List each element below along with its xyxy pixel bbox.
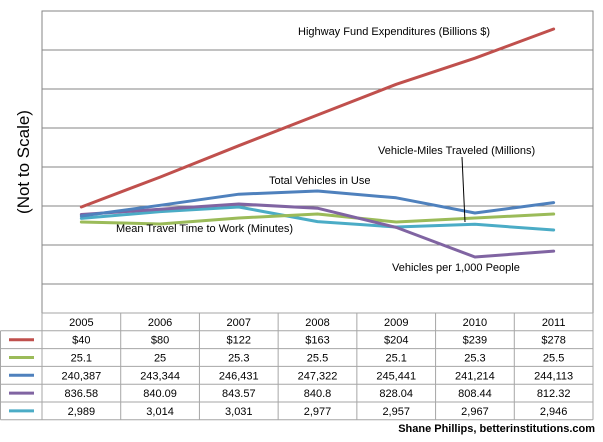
table-cell: 3,031 [225, 406, 253, 418]
table-cell: 2,967 [461, 406, 489, 418]
table-cell: 836.58 [65, 388, 99, 400]
table-cell: 25.5 [543, 353, 564, 365]
series-line-3 [79, 202, 556, 259]
table-cell: $163 [305, 335, 329, 347]
table-cell: 25 [154, 353, 166, 365]
table-cell: 25.3 [228, 353, 249, 365]
annotation-label: Vehicles per 1,000 People [392, 262, 520, 274]
data-table: 2005 2006 2007 2008 2009 2010 2011 $40 $80 $122 $1… [0, 312, 594, 421]
table-cell: 240,387 [61, 370, 101, 382]
table-cell: $122 [227, 335, 251, 347]
table-cell: 2,946 [540, 406, 568, 418]
table-header-year: 2008 [305, 317, 329, 329]
table-header-year: 2006 [148, 317, 172, 329]
table-header-year: 2009 [384, 317, 408, 329]
table-header-year: 2007 [227, 317, 251, 329]
annotation-label: Mean Travel Time to Work (Minutes) [116, 223, 293, 235]
table-cell: 2,957 [382, 406, 410, 418]
annotation-label: Total Vehicles in Use [269, 175, 371, 187]
table-cell: 808.44 [458, 388, 492, 400]
y-axis-label: (Not to Scale) [14, 110, 33, 214]
credit: Shane Phillips, betterinstitutions.com [398, 423, 595, 435]
series-line-2 [79, 189, 556, 218]
table-cell: $40 [72, 335, 90, 347]
table-cell: 243,344 [140, 370, 180, 382]
table-cell: 2,989 [68, 406, 96, 418]
table-cell: 843.57 [222, 388, 256, 400]
table-cell: $80 [151, 335, 169, 347]
table-header-year: 2005 [69, 317, 93, 329]
table-header-year: 2010 [463, 317, 487, 329]
table-cell: $204 [384, 335, 408, 347]
table-cell: 241,214 [455, 370, 495, 382]
table-cell: 840.09 [143, 388, 177, 400]
table-cell: $278 [541, 335, 565, 347]
series-line-1 [79, 212, 556, 226]
annotation-label: Highway Fund Expenditures (Billions $) [298, 26, 490, 38]
series-line-0 [79, 27, 556, 209]
annotations: Highway Fund Expenditures (Billions $) Ve… [116, 26, 535, 274]
gridlines [42, 49, 593, 285]
table-cell: 2,977 [304, 406, 332, 418]
annotation-pointer [461, 156, 466, 223]
annotation-label: Vehicle-Miles Traveled (Millions) [378, 145, 535, 157]
table-cell: 25.3 [464, 353, 485, 365]
table-cell: 246,431 [219, 370, 259, 382]
table-cell: 25.5 [307, 353, 328, 365]
table-header-year: 2011 [542, 317, 566, 329]
table-cell: 840.8 [304, 388, 332, 400]
table-cell: 812.32 [537, 388, 571, 400]
table-cell: 25.1 [71, 353, 92, 365]
table-cell: 247,322 [298, 370, 338, 382]
table-cell: 828.04 [379, 388, 413, 400]
table-cell: 245,441 [376, 370, 416, 382]
series-line-4 [79, 205, 556, 232]
table-cell: 25.1 [386, 353, 407, 365]
table-cell: 244,113 [534, 370, 573, 382]
series-lines [79, 27, 556, 259]
table-cell: 3,014 [146, 406, 174, 418]
table-cell: $239 [463, 335, 487, 347]
